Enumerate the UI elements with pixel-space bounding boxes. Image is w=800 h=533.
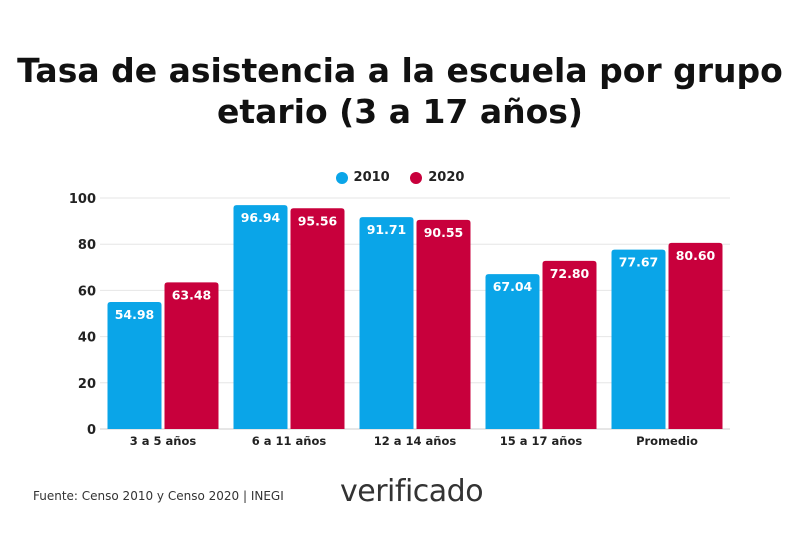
bar bbox=[416, 219, 471, 429]
x-tick-label: 6 a 11 años bbox=[252, 434, 327, 448]
data-label: 90.55 bbox=[424, 225, 464, 240]
data-label: 67.04 bbox=[493, 279, 533, 294]
legend-item-2020: 2020 bbox=[410, 170, 464, 185]
data-label: 54.98 bbox=[115, 307, 155, 322]
bar bbox=[107, 301, 162, 429]
data-label: 77.67 bbox=[619, 255, 659, 270]
bar bbox=[668, 242, 723, 429]
x-tick-label: Promedio bbox=[636, 434, 698, 448]
source-note: Fuente: Censo 2010 y Censo 2020 | INEGI bbox=[33, 489, 284, 503]
bar bbox=[611, 249, 666, 429]
chart-title: Tasa de asistencia a la escuela por grup… bbox=[17, 51, 783, 131]
bar bbox=[359, 217, 414, 429]
x-tick-label: 12 a 14 años bbox=[374, 434, 457, 448]
x-tick-label: 15 a 17 años bbox=[500, 434, 583, 448]
bar bbox=[485, 274, 540, 429]
data-label: 72.80 bbox=[550, 266, 590, 281]
legend-label: 2010 bbox=[353, 170, 390, 185]
legend-item-2010: 2010 bbox=[335, 170, 390, 185]
y-tick-label: 60 bbox=[78, 284, 96, 299]
data-label: 91.71 bbox=[367, 222, 407, 237]
legend-label: 2020 bbox=[428, 170, 465, 185]
y-tick-label: 40 bbox=[78, 331, 96, 346]
y-tick-label: 20 bbox=[78, 377, 96, 392]
bar bbox=[164, 282, 219, 429]
data-label: 80.60 bbox=[676, 248, 716, 263]
x-tick-label: 3 a 5 años bbox=[130, 434, 197, 448]
bar bbox=[233, 205, 288, 429]
verificado-logo: verificado bbox=[340, 474, 484, 509]
y-tick-label: 80 bbox=[78, 238, 96, 253]
y-tick-label: 100 bbox=[69, 192, 96, 207]
data-label: 63.48 bbox=[172, 287, 212, 302]
legend: 2010 2020 bbox=[0, 170, 800, 188]
bar-chart: 0 20 40 60 80 100 54.98 63.48 3 a 5 años 96.94 95.… bbox=[69, 192, 730, 448]
data-label: 96.94 bbox=[241, 210, 281, 225]
legend-swatch bbox=[410, 171, 423, 184]
bar bbox=[542, 260, 597, 429]
data-label: 95.56 bbox=[298, 213, 338, 228]
legend-swatch bbox=[335, 171, 348, 184]
y-tick-label: 0 bbox=[87, 423, 96, 438]
bar bbox=[290, 208, 345, 429]
logo-text: verificado bbox=[340, 474, 484, 509]
